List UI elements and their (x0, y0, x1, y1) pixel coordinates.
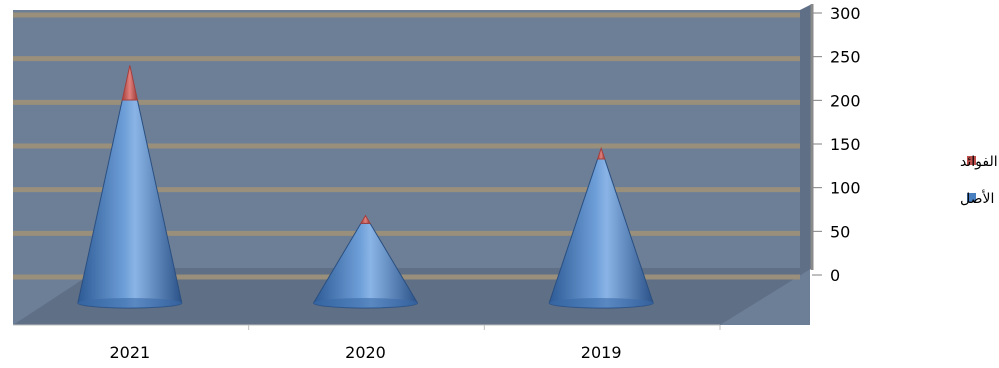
y-tick-label: 300 (830, 4, 861, 23)
legend-swatch-interest (967, 156, 976, 165)
y-tick-label: 150 (830, 135, 861, 154)
x-tick-label: 2020 (345, 343, 386, 362)
cone-segment-interest (596, 146, 606, 160)
y-tick-label: 0 (830, 266, 840, 285)
x-axis-labels: 2021 2020 2019 (13, 324, 721, 362)
y-tick-label: 50 (830, 222, 850, 241)
cone-base (77, 298, 182, 308)
cone-base (313, 298, 418, 308)
legend-label-principal: الأصل (960, 189, 994, 207)
plot-side-wall (800, 4, 812, 274)
y-tick-label: 250 (830, 48, 861, 67)
cone-segment-interest (121, 65, 139, 101)
legend-swatch-principal (967, 193, 976, 202)
y-axis-ticks: 300 250 200 150 100 50 0 (810, 4, 861, 285)
y-tick-label: 200 (830, 91, 861, 110)
legend: الفوائد الأصل (960, 154, 998, 207)
y-tick-label: 100 (830, 179, 861, 198)
legend-label-interest: الفوائد (960, 154, 998, 170)
x-tick-label: 2019 (581, 343, 622, 362)
cone-base (549, 298, 654, 308)
x-tick-label: 2021 (109, 343, 150, 362)
cone-segment-interest (360, 214, 371, 224)
cones (77, 65, 654, 309)
